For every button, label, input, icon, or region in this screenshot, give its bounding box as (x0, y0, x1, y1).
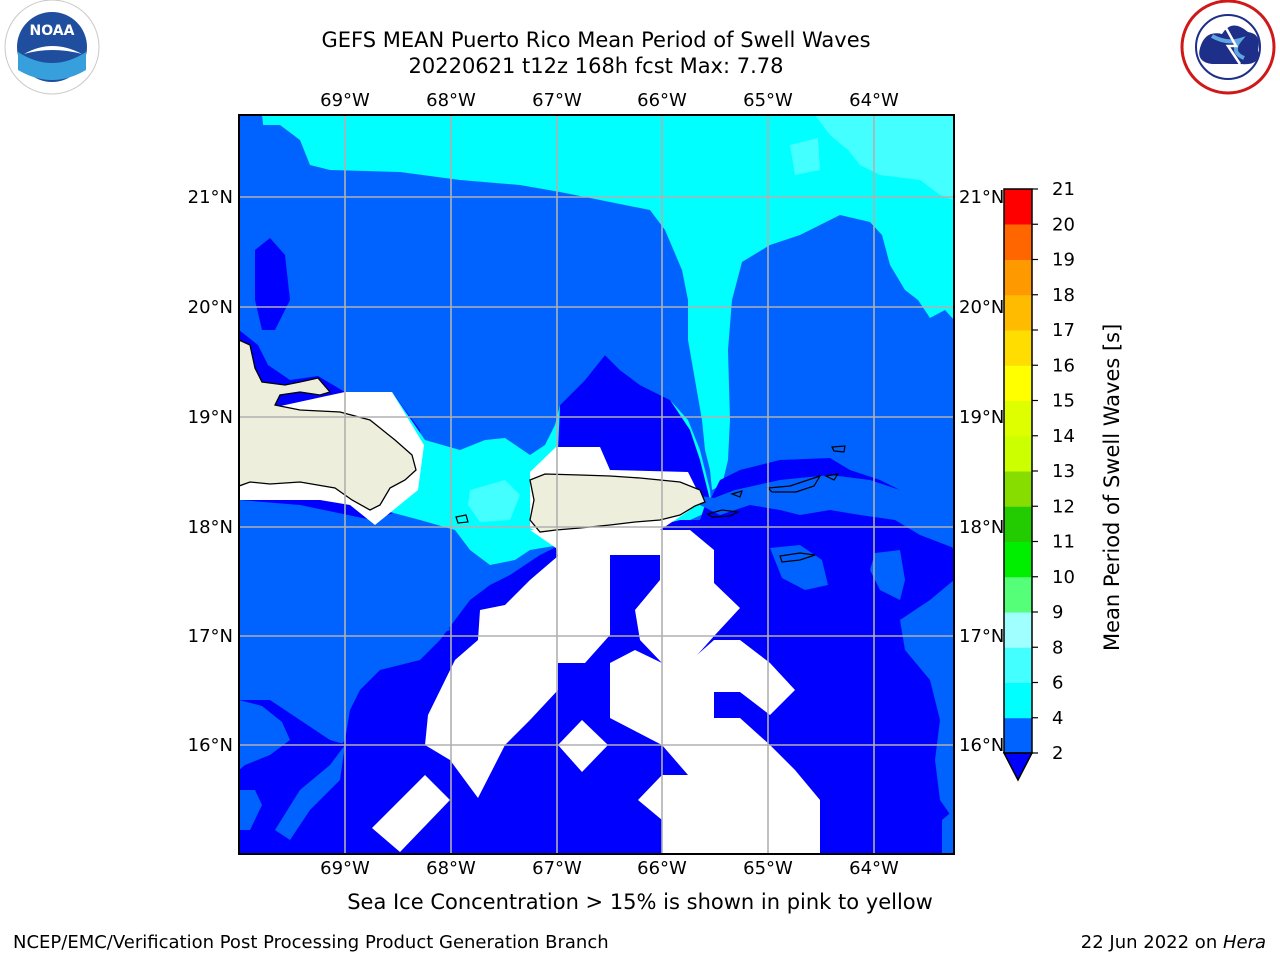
colorbar-label: Mean Period of Swell Waves [s] (1100, 323, 1124, 651)
lon-label-bottom: 64°W (849, 858, 899, 879)
lat-label-left: 16°N (188, 735, 233, 756)
colorbar-segment (1004, 717, 1032, 754)
hispaniola-land (239, 339, 417, 511)
lat-label-right: 17°N (959, 626, 1004, 647)
lat-label-left: 19°N (188, 407, 233, 428)
lat-label-right: 19°N (959, 407, 1004, 428)
lon-label-bottom: 67°W (532, 858, 582, 879)
noaa-logo-text: NOAA (30, 23, 75, 39)
colorbar-segment (1004, 435, 1032, 472)
lon-label-bottom: 69°W (320, 858, 370, 879)
nws-logo (1180, 0, 1276, 95)
lon-label-bottom: 66°W (637, 858, 687, 879)
colorbar-tick-label: 4 (1052, 708, 1063, 729)
lat-label-right: 16°N (959, 735, 1004, 756)
lon-label-top: 67°W (532, 90, 582, 111)
colorbar-segment (1004, 506, 1032, 542)
footer-date-text: 22 Jun 2022 on (1080, 932, 1223, 953)
chart-title: GEFS MEAN Puerto Rico Mean Period of Swe… (321, 28, 871, 52)
noaa-logo: NOAA (4, 0, 100, 95)
colorbar-segment (1004, 400, 1032, 437)
colorbar-extend-triangle (1002, 752, 1034, 782)
lat-label-right: 20°N (959, 297, 1004, 318)
colorbar-segment (1004, 330, 1032, 366)
colorbar-tick-label: 11 (1052, 532, 1075, 553)
colorbar-tick-label: 2 (1052, 743, 1063, 764)
colorbar-tick-label: 6 (1052, 673, 1063, 694)
lon-label-top: 65°W (743, 90, 793, 111)
lon-label-bottom: 68°W (426, 858, 476, 879)
colorbar-segment (1004, 471, 1032, 507)
colorbar-tick-label: 21 (1052, 179, 1075, 200)
map-frame (238, 114, 955, 855)
colorbar-segment (1004, 647, 1032, 683)
colorbar-tick-label: 10 (1052, 567, 1075, 588)
lat-label-right: 18°N (959, 517, 1004, 538)
colorbar-segment (1004, 541, 1032, 578)
colorbar-tick-label: 8 (1052, 637, 1063, 658)
lon-label-top: 68°W (426, 90, 476, 111)
footer-credit: NCEP/EMC/Verification Post Processing Pr… (13, 932, 609, 953)
colorbar-tick-label: 14 (1052, 426, 1075, 447)
colorbar-tick-label: 12 (1052, 496, 1075, 517)
colorbar-segment (1004, 612, 1032, 648)
colorbar: 2 4 6 8 9 10 11 12 13 14 15 16 17 18 19 20 21 (1002, 179, 1075, 782)
colorbar-tick-label: 17 (1052, 320, 1075, 341)
map-gridlines (239, 115, 954, 854)
lon-label-top: 66°W (637, 90, 687, 111)
lat-label-left: 20°N (188, 297, 233, 318)
footer-date: 22 Jun 2022 on Hera (1081, 932, 1266, 953)
footer-machine: Hera (1222, 932, 1266, 953)
sea-ice-note: Sea Ice Concentration > 15% is shown in … (347, 890, 933, 914)
lat-label-left: 18°N (188, 517, 233, 538)
colorbar-tick-label: 20 (1052, 214, 1075, 235)
colorbar-segment (1004, 682, 1032, 719)
colorbar-tick-label: 18 (1052, 285, 1075, 306)
colorbar-segment (1004, 189, 1032, 225)
colorbar-segment (1004, 365, 1032, 401)
colorbar-tick-label: 16 (1052, 355, 1075, 376)
chart-subtitle: 20220621 t12z 168h fcst Max: 7.78 (408, 54, 784, 78)
colorbar-segment (1004, 576, 1032, 613)
colorbar-tick-label: 15 (1052, 391, 1075, 412)
lat-label-right: 21°N (959, 187, 1004, 208)
colorbar-tick-label: 9 (1052, 602, 1063, 623)
colorbar-tick-label: 13 (1052, 461, 1075, 482)
colorbar-segment (1004, 224, 1032, 260)
colorbar-segment (1004, 294, 1032, 331)
lon-label-top: 64°W (849, 90, 899, 111)
lat-label-left: 17°N (188, 626, 233, 647)
lat-label-left: 21°N (188, 187, 233, 208)
lon-label-top: 69°W (320, 90, 370, 111)
colorbar-tick-label: 19 (1052, 250, 1075, 271)
colorbar-segment (1004, 259, 1032, 296)
lon-label-bottom: 65°W (743, 858, 793, 879)
